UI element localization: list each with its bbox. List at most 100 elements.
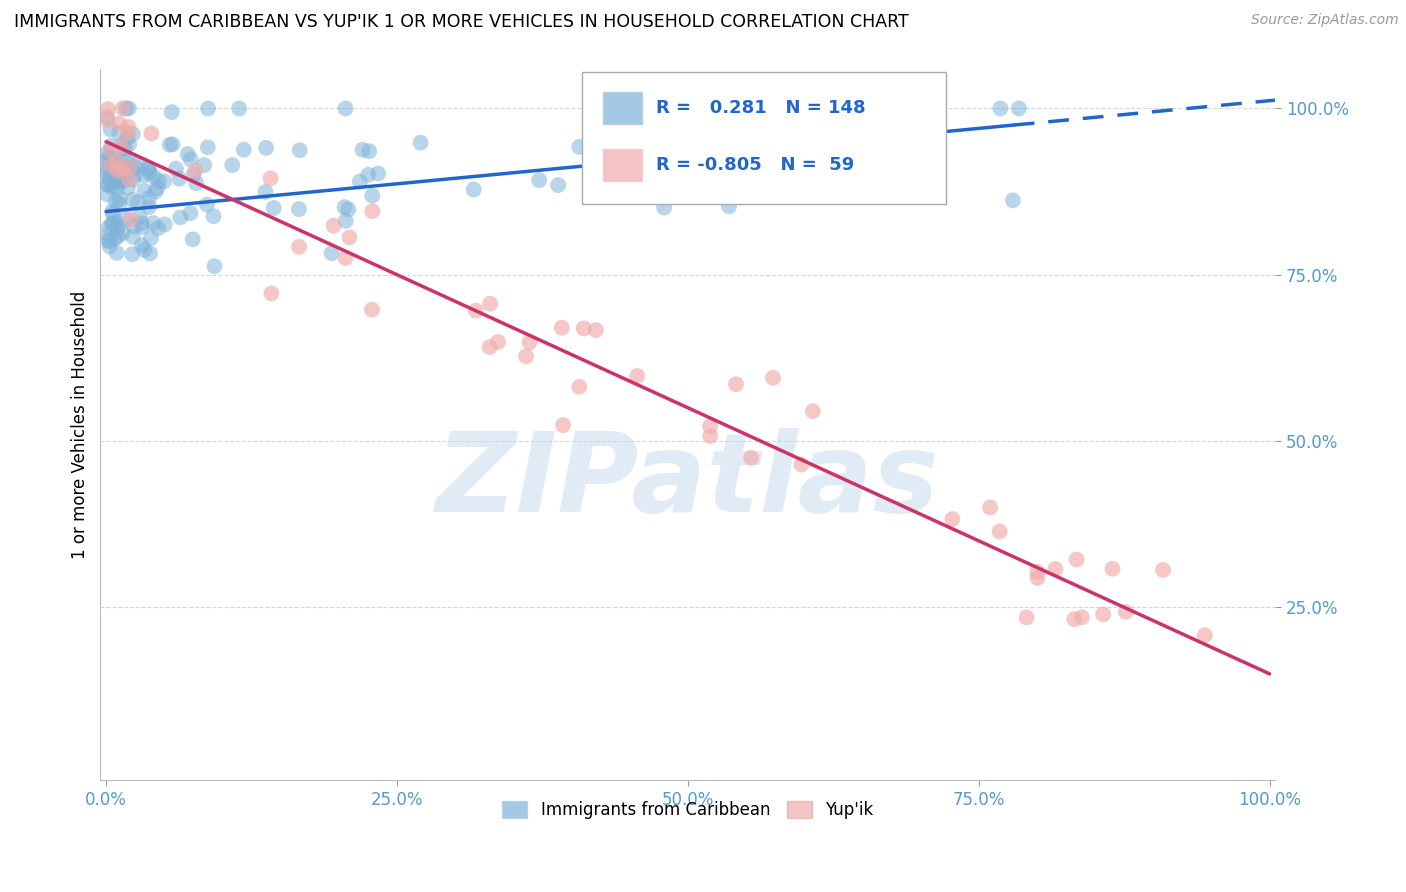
Point [100, 153, 122, 167]
Point [148, 174, 170, 188]
Point [100, 143, 122, 157]
Point [1115, 605, 1137, 619]
Y-axis label: 1 or more Vehicles in Household: 1 or more Vehicles in Household [72, 290, 89, 558]
Point [169, 211, 191, 225]
Point [120, 162, 142, 177]
Point [96, 110, 118, 124]
Point [108, 192, 131, 206]
Point [195, 197, 218, 211]
Point [98, 170, 121, 185]
Point [551, 320, 574, 334]
Point [97, 227, 120, 242]
Point [568, 380, 591, 394]
Point [115, 102, 138, 116]
Point [134, 184, 156, 198]
Point [121, 247, 143, 261]
Point [193, 158, 215, 172]
Point [801, 404, 824, 418]
Point [335, 251, 357, 265]
Point [101, 204, 124, 219]
Point [110, 172, 132, 186]
Point [551, 418, 574, 433]
Point [704, 102, 727, 116]
Point [104, 151, 127, 165]
Point [115, 131, 138, 145]
Point [592, 140, 614, 154]
Point [988, 524, 1011, 539]
Point [409, 136, 432, 150]
Point [1026, 565, 1049, 579]
Point [585, 323, 607, 337]
Point [1066, 552, 1088, 566]
Point [776, 183, 799, 197]
Point [100, 138, 122, 153]
Point [1092, 607, 1115, 622]
Point [602, 182, 624, 196]
Point [111, 102, 134, 116]
Point [121, 229, 143, 244]
Point [232, 143, 254, 157]
Point [98, 234, 121, 248]
Point [118, 136, 141, 151]
Point [990, 102, 1012, 116]
Point [835, 105, 858, 120]
Point [131, 238, 153, 252]
Point [165, 161, 187, 176]
Point [101, 217, 124, 231]
Text: R =   0.281   N = 148: R = 0.281 N = 148 [657, 99, 866, 117]
Point [124, 168, 146, 182]
Point [97, 234, 120, 248]
Legend: Immigrants from Caribbean, Yup'ik: Immigrants from Caribbean, Yup'ik [496, 794, 880, 825]
Point [1070, 610, 1092, 624]
Point [142, 216, 165, 230]
Point [339, 230, 361, 244]
Point [479, 296, 502, 310]
Point [169, 171, 191, 186]
Point [105, 174, 128, 188]
Point [98, 172, 121, 186]
Point [101, 217, 124, 231]
Point [619, 102, 641, 116]
Point [486, 334, 509, 349]
Point [97, 102, 120, 116]
Point [105, 245, 128, 260]
Point [131, 219, 153, 234]
Point [125, 161, 148, 175]
Point [138, 166, 160, 180]
Point [699, 429, 721, 443]
Point [104, 194, 127, 209]
Point [96, 146, 118, 161]
Point [337, 202, 360, 217]
Point [105, 181, 128, 195]
Point [197, 140, 219, 154]
Point [96, 177, 118, 191]
Point [120, 163, 142, 178]
Point [221, 158, 243, 172]
Point [107, 229, 129, 244]
Point [143, 169, 166, 184]
Point [478, 340, 501, 354]
Point [111, 226, 134, 240]
Point [359, 145, 381, 159]
Point [1001, 194, 1024, 208]
Point [202, 209, 225, 223]
Point [288, 240, 311, 254]
Point [357, 168, 380, 182]
Point [177, 147, 200, 161]
Point [108, 175, 131, 189]
Point [120, 212, 142, 227]
FancyBboxPatch shape [602, 148, 643, 182]
Point [160, 105, 183, 120]
Point [117, 180, 139, 194]
Point [464, 303, 486, 318]
Point [180, 153, 202, 167]
Point [98, 158, 121, 172]
Point [260, 286, 283, 301]
Point [105, 165, 128, 179]
Point [1008, 102, 1031, 116]
Point [181, 232, 204, 246]
Point [138, 191, 160, 205]
Point [254, 185, 277, 199]
Point [724, 377, 747, 392]
Point [127, 195, 149, 210]
